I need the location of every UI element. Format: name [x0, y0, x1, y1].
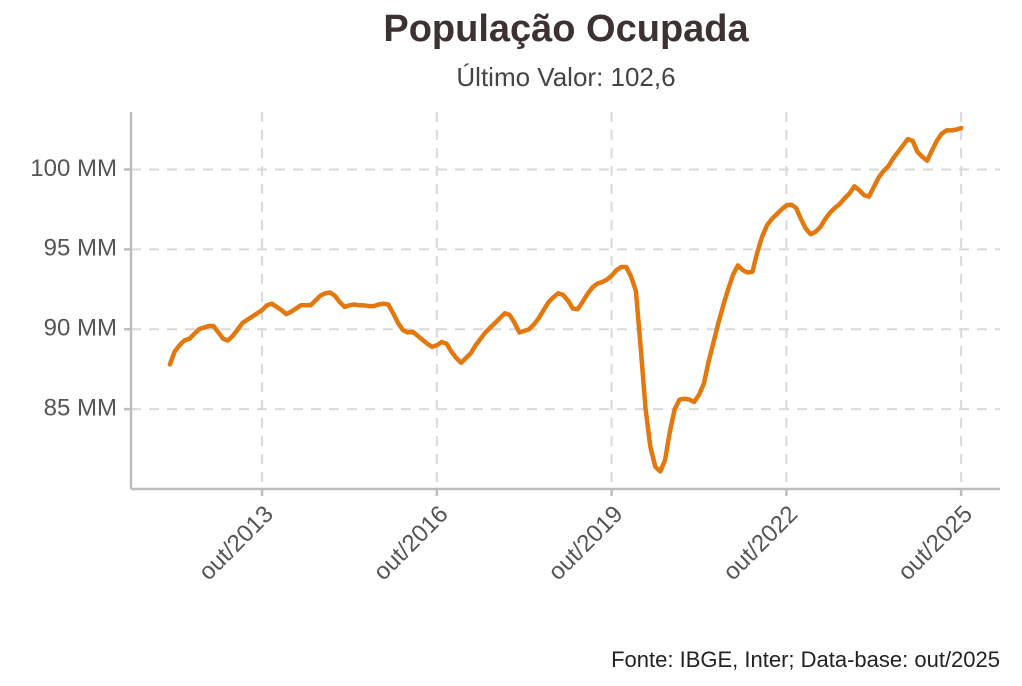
- data-line: [167, 125, 964, 474]
- y-tick-label: 95 MM: [44, 235, 117, 262]
- x-tick-label: out/2016: [368, 501, 453, 586]
- y-tick-label: 100 MM: [30, 155, 117, 182]
- chart-title: População Ocupada: [383, 8, 749, 50]
- chart-subtitle: Último Valor: 102,6: [456, 62, 675, 92]
- y-tick-label: 85 MM: [44, 394, 117, 421]
- x-tick-label: out/2019: [543, 501, 628, 586]
- x-tick-label: out/2013: [194, 501, 279, 586]
- caption: Fonte: IBGE, Inter; Data-base: out/2025: [611, 647, 1000, 672]
- y-tick-label: 90 MM: [44, 315, 117, 342]
- x-tick-label: out/2025: [893, 501, 978, 586]
- x-tick-label: out/2022: [718, 501, 803, 586]
